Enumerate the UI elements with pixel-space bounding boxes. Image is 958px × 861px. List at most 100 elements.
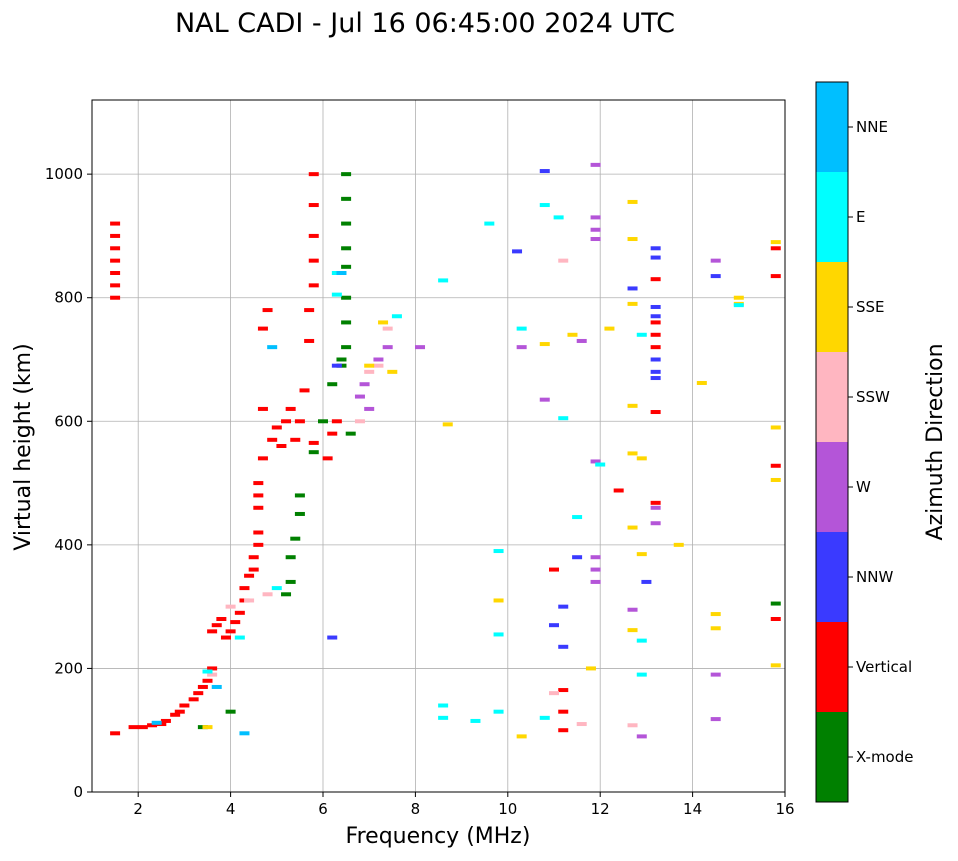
data-point	[627, 723, 638, 728]
data-point	[239, 731, 250, 736]
y-tick-label: 1000	[45, 165, 83, 183]
y-tick-label: 0	[73, 783, 83, 801]
data-point	[539, 397, 550, 402]
data-point	[438, 715, 449, 720]
data-point	[211, 623, 222, 628]
data-point	[327, 382, 338, 387]
series-ssw	[207, 258, 638, 728]
data-point	[650, 255, 661, 260]
data-point	[576, 338, 587, 343]
data-point	[341, 196, 352, 201]
data-point	[253, 505, 264, 510]
colorbar-label: Azimuth Direction	[923, 343, 948, 540]
x-tick-label: 2	[133, 800, 143, 818]
data-point	[650, 369, 661, 374]
data-point	[516, 326, 527, 331]
y-tick-label: 600	[54, 412, 83, 430]
data-point	[493, 598, 504, 603]
data-point	[604, 326, 615, 331]
data-point	[341, 246, 352, 251]
data-point	[262, 592, 273, 597]
colorbar-tick-label: NNW	[856, 568, 893, 586]
data-point	[308, 283, 319, 288]
data-point	[308, 258, 319, 263]
data-point	[590, 459, 601, 464]
x-axis-label: Frequency (MHz)	[346, 824, 531, 849]
data-point	[382, 326, 393, 331]
data-point	[558, 258, 569, 263]
data-point	[710, 717, 721, 722]
data-point	[516, 345, 527, 350]
data-point	[558, 644, 569, 649]
y-tick-label: 200	[54, 659, 83, 677]
data-point	[322, 456, 333, 461]
data-point	[253, 542, 264, 547]
data-point	[558, 709, 569, 714]
data-point	[364, 369, 375, 374]
data-point	[327, 635, 338, 640]
data-point	[710, 672, 721, 677]
data-point	[516, 734, 527, 739]
series-vertical	[110, 172, 781, 736]
colorbar-tick-label: Vertical	[856, 658, 912, 676]
data-point	[650, 320, 661, 325]
colorbar-segment-ssw	[816, 352, 848, 442]
plot-background	[92, 100, 785, 792]
data-point	[558, 728, 569, 733]
data-point	[110, 731, 121, 736]
colorbar-tick-label: NNE	[856, 118, 888, 136]
data-point	[304, 308, 315, 313]
data-point	[299, 388, 310, 393]
data-point	[225, 604, 236, 609]
data-point	[271, 586, 282, 591]
data-point	[493, 549, 504, 554]
data-point	[391, 314, 402, 319]
data-point	[590, 567, 601, 572]
data-point	[378, 320, 389, 325]
data-point	[627, 199, 638, 204]
data-point	[193, 691, 204, 696]
data-point	[137, 725, 148, 730]
data-point	[364, 363, 375, 368]
data-point	[225, 709, 236, 714]
series-e	[202, 203, 744, 723]
data-point	[770, 477, 781, 482]
data-point	[290, 437, 301, 442]
colorbar-segment-nnw	[816, 532, 848, 622]
data-point	[636, 552, 647, 557]
x-tick-label: 6	[318, 800, 328, 818]
x-tick-label: 4	[226, 800, 236, 818]
data-point	[318, 419, 328, 424]
data-point	[331, 363, 342, 368]
data-point	[627, 525, 638, 530]
colorbar-segment-sse	[816, 262, 848, 352]
colorbar-tick-label: E	[856, 208, 865, 226]
data-point	[267, 345, 278, 350]
colorbar-tick-label: SSW	[856, 388, 890, 406]
data-point	[641, 579, 652, 584]
data-point	[341, 221, 352, 226]
data-point	[267, 437, 278, 442]
colorbar-segment-w	[816, 442, 848, 532]
data-point	[590, 227, 601, 232]
colorbar-tick-label: SSE	[856, 298, 885, 316]
data-point	[770, 425, 781, 430]
data-point	[285, 555, 296, 560]
data-point	[627, 301, 638, 306]
series-w	[354, 162, 721, 739]
data-point	[696, 380, 707, 385]
series-nne	[151, 271, 347, 736]
data-point	[179, 703, 190, 708]
data-point	[304, 338, 315, 343]
data-point	[539, 715, 550, 720]
data-point	[359, 382, 370, 387]
data-point	[276, 444, 287, 448]
data-point	[151, 720, 162, 725]
data-point	[364, 406, 375, 411]
data-point	[262, 308, 273, 313]
data-point	[770, 246, 781, 251]
data-point	[220, 635, 231, 640]
data-point	[373, 363, 384, 368]
data-point	[281, 419, 292, 424]
data-point	[673, 542, 684, 547]
